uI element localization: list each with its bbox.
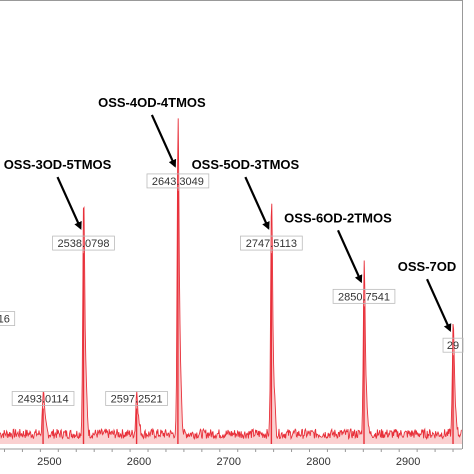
peak-label-4: 2643.3049 [152, 176, 204, 188]
annotation-arrow-1 [56, 176, 82, 230]
annotation-arrow-3 [244, 176, 270, 230]
x-tick-label-2500: 2500 [37, 456, 61, 468]
peak-label-box-0 [0, 311, 16, 326]
peak-label-2: 2538.0798 [58, 238, 110, 250]
peak-label-box-6 [332, 288, 396, 304]
peak-label-box-2 [52, 235, 115, 251]
annotation-label-5: OSS-7OD [398, 259, 457, 274]
peak-label-0: 43.8416 [0, 314, 10, 326]
peak-label-box-3 [105, 391, 168, 406]
peak-label-box-4 [146, 173, 210, 189]
peak-label-5: 2747.5113 [246, 238, 297, 250]
annotation-label-3: OSS-5OD-3TMOS [192, 157, 300, 172]
x-tick-label-2600: 2600 [127, 456, 151, 468]
peak-label-6: 2850.7541 [338, 291, 390, 303]
annotation-arrow-4 [336, 229, 363, 284]
x-tick-label-2800: 2800 [306, 456, 330, 468]
annotation-label-1: OSS-3OD-5TMOS [4, 157, 112, 172]
peak-label-box-7 [442, 337, 464, 353]
x-tick-label-2900: 2900 [396, 456, 420, 468]
peak-label-3: 2597.2521 [111, 393, 163, 405]
peak-label-1: 2493.0114 [17, 393, 68, 405]
peak-label-7: 29 [447, 340, 459, 352]
annotation-label-2: OSS-4OD-4TMOS [98, 95, 206, 110]
peak-label-box-5 [240, 235, 303, 251]
annotation-arrow-5 [426, 278, 452, 333]
x-tick-label-2700: 2700 [217, 456, 241, 468]
spectrum-trace [0, 118, 462, 441]
annotation-arrow-2 [150, 114, 177, 168]
annotation-label-4: OSS-6OD-2TMOS [284, 210, 392, 225]
peak-label-box-1 [11, 391, 75, 406]
